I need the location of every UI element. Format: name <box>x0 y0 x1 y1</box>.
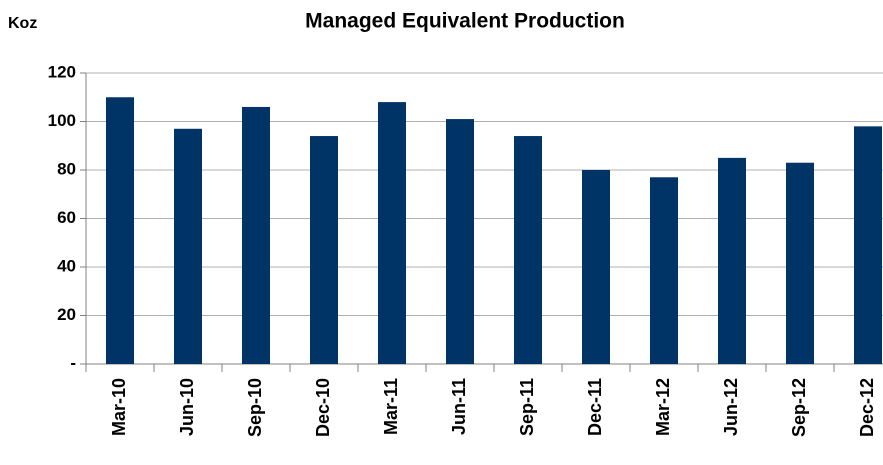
bar <box>786 162 814 364</box>
x-tick-label: Mar-12 <box>653 378 673 436</box>
bar <box>446 119 474 364</box>
y-tick-label: 100 <box>48 111 76 130</box>
bar <box>582 170 610 364</box>
chart-title: Managed Equivalent Production <box>305 10 625 33</box>
bar <box>378 102 406 364</box>
bar <box>310 136 338 364</box>
x-tick-label: Dec-10 <box>313 378 333 437</box>
x-tick-label: Jun-10 <box>177 378 197 436</box>
y-tick-label: 80 <box>57 159 76 178</box>
x-tick-label: Dec-11 <box>585 378 605 436</box>
plot-area: - 20 40 60 80 100 120 Mar-10 Jun-10 Sep-10 Dec-10 M… <box>48 62 883 437</box>
x-tick-label: Mar-11 <box>381 378 401 435</box>
y-axis-label: Koz <box>8 15 37 32</box>
x-tick-label: Dec-12 <box>857 378 877 437</box>
bar <box>854 126 882 364</box>
x-tick-label: Sep-10 <box>245 378 265 437</box>
y-tick-label: 120 <box>48 62 76 81</box>
bar <box>174 128 202 364</box>
y-tick-label: 60 <box>57 208 76 227</box>
x-tick-label: Jun-11 <box>449 378 469 435</box>
bar <box>106 97 134 364</box>
y-tick-label: - <box>70 353 76 372</box>
y-tick-label: 20 <box>57 305 76 324</box>
bar <box>650 177 678 364</box>
bar <box>242 106 270 364</box>
x-tick-label: Sep-12 <box>789 378 809 437</box>
x-tick-label: Sep-11 <box>517 378 537 436</box>
x-tick-label: Jun-12 <box>721 378 741 436</box>
y-tick-label: 40 <box>57 256 76 275</box>
bar <box>514 136 542 364</box>
x-tick-label: Mar-10 <box>109 378 129 436</box>
bar <box>718 157 746 364</box>
